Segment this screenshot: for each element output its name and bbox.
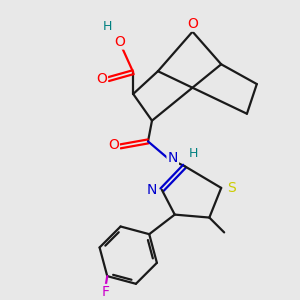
Text: H: H [189,147,198,160]
Text: S: S [227,181,236,195]
Text: O: O [96,72,107,86]
Text: N: N [168,151,178,165]
Text: O: O [114,34,125,49]
Text: O: O [187,17,198,31]
Text: O: O [108,138,119,152]
Text: N: N [147,183,157,197]
Text: H: H [103,20,112,33]
Text: F: F [101,285,109,299]
